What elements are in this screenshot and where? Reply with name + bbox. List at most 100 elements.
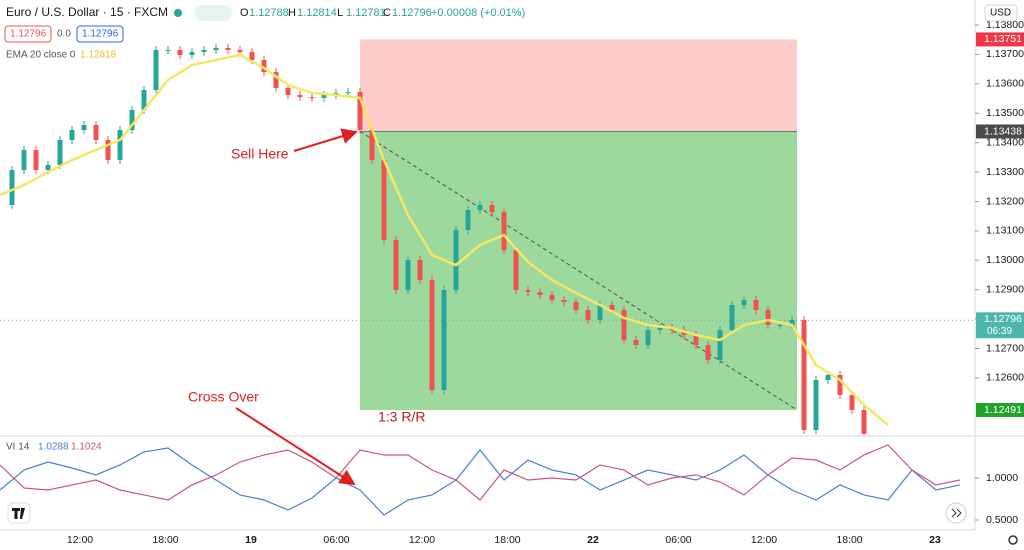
main-pane — [0, 39, 975, 435]
price-tick-label: 1.12900 — [986, 283, 1024, 295]
ohlc-value: 1.12796 — [392, 7, 432, 19]
candle — [741, 300, 747, 305]
candle — [21, 150, 27, 170]
buy-button[interactable] — [76, 25, 124, 43]
time-label: 06:00 — [665, 534, 691, 546]
candle — [57, 140, 63, 165]
trade-path — [359, 131, 798, 411]
candle — [549, 295, 555, 300]
candle — [477, 205, 483, 210]
time-label: 22 — [587, 534, 599, 546]
annotation: 1:3 R/R — [378, 409, 425, 425]
logo — [7, 502, 31, 524]
candle — [153, 50, 159, 90]
candle — [513, 250, 519, 290]
price-tick-label: 1.13700 — [986, 48, 1024, 60]
settings-button[interactable] — [1008, 535, 1018, 545]
time-label: 19 — [245, 534, 257, 546]
price-badge — [976, 312, 1024, 339]
vi-minus-line — [0, 444, 961, 501]
indicator-pill[interactable] — [194, 5, 232, 21]
logo-mark — [12, 508, 25, 519]
ohlc-value: 1.12781 — [346, 7, 386, 19]
candle — [645, 330, 651, 345]
candle — [381, 160, 387, 240]
candle — [201, 50, 207, 53]
candle — [141, 90, 147, 110]
countdown: 06:39 — [987, 326, 1012, 337]
candle — [213, 47, 219, 50]
ohlc-value: 1.12788 — [249, 7, 289, 19]
overlay: 1.13800 1.13700 1.13600 1.13500 1.13400 1.133… — [4, 4, 1024, 546]
candle — [489, 205, 495, 213]
candle — [573, 302, 579, 310]
candle — [429, 280, 435, 390]
candle — [753, 300, 759, 310]
candle — [117, 130, 123, 160]
candle — [657, 327, 663, 330]
price-badge — [976, 124, 1024, 139]
sell-button[interactable] — [4, 25, 52, 43]
candle — [537, 292, 543, 295]
price-tick-label: 1.13600 — [986, 78, 1024, 90]
candle — [765, 310, 771, 325]
price-badge-label: 1.13751 — [984, 33, 1022, 45]
candle — [69, 130, 75, 140]
candle — [633, 340, 639, 345]
candle — [861, 410, 867, 434]
candle — [585, 310, 591, 320]
time-label: 12:00 — [67, 534, 93, 546]
price-tick-label: 1.13400 — [986, 136, 1024, 148]
symbol: Euro / U.S. Dollar · 15 · FXCM — [6, 5, 168, 19]
candle — [837, 375, 843, 395]
price-tick-label: 1.13800 — [986, 19, 1024, 31]
price-tick-label: 1.13200 — [986, 195, 1024, 207]
time-label: 23 — [929, 534, 941, 546]
price-tick-label: 1.12700 — [986, 342, 1024, 354]
candle — [237, 50, 243, 53]
candle — [609, 305, 615, 310]
vi-tick-label: 0.5000 — [986, 514, 1018, 526]
candle — [441, 290, 447, 390]
time-label: 18:00 — [152, 534, 178, 546]
price-badge-label: 1.13438 — [984, 125, 1022, 137]
candle — [825, 375, 831, 380]
price-badge-label: 1.12491 — [984, 404, 1022, 416]
candle — [9, 170, 15, 205]
candle — [801, 320, 807, 430]
ohlc-value: 1.12814 — [297, 7, 337, 19]
candle — [393, 240, 399, 290]
candle — [45, 165, 51, 170]
candle — [621, 310, 627, 340]
time-label: 12:00 — [409, 534, 435, 546]
ema-value: 1.12818 — [80, 50, 117, 61]
candle — [405, 260, 411, 290]
candle — [561, 300, 567, 303]
market-status — [174, 9, 182, 17]
candle — [729, 305, 735, 330]
candle — [225, 47, 231, 50]
stop-zone — [360, 39, 797, 132]
candle — [297, 95, 303, 98]
candle — [813, 380, 819, 430]
ohlc-key: H — [288, 7, 296, 19]
candle — [693, 335, 699, 345]
time-label: 12:00 — [751, 534, 777, 546]
candle — [189, 52, 195, 55]
time-label: 18:00 — [836, 534, 862, 546]
sell-price: 1.12796 — [10, 29, 47, 40]
candle — [33, 150, 39, 170]
candle — [525, 290, 531, 293]
candle — [849, 395, 855, 410]
candle — [165, 50, 171, 51]
price-badge-label: 1.12796 — [984, 313, 1022, 325]
scroll-icon — [951, 508, 962, 518]
annotation-arrow — [293, 128, 358, 152]
candle — [369, 130, 375, 160]
annotation: Sell Here — [231, 146, 289, 162]
candle — [597, 305, 603, 320]
candle — [93, 125, 99, 140]
currency-button[interactable] — [984, 4, 1018, 22]
vi-plus-line — [0, 447, 961, 516]
